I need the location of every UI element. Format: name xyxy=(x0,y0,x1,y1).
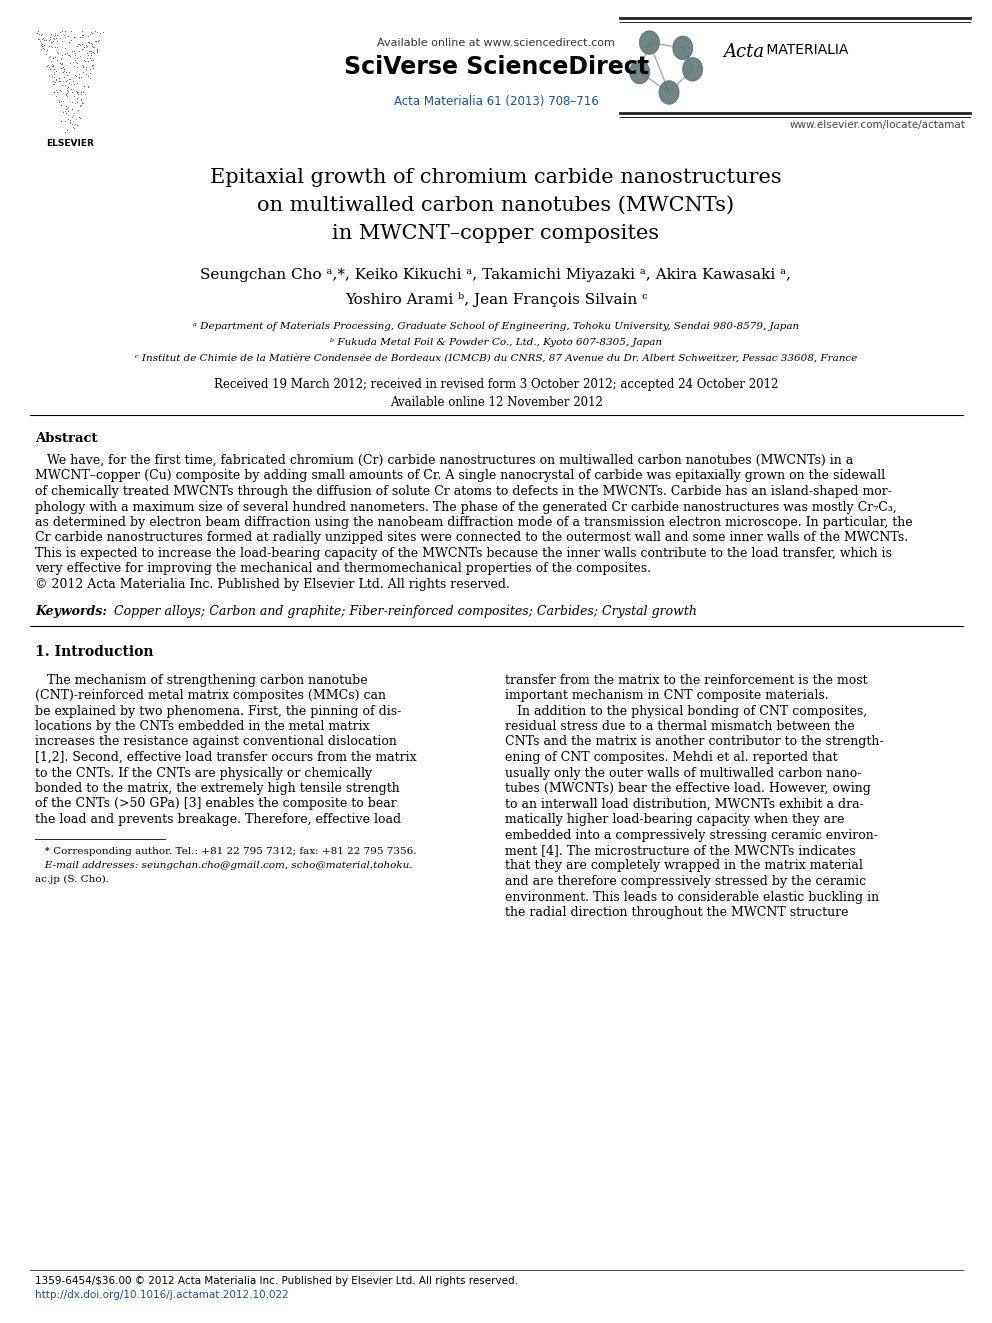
Text: to the CNTs. If the CNTs are physically or chemically: to the CNTs. If the CNTs are physically … xyxy=(35,766,372,779)
Text: ment [4]. The microstructure of the MWCNTs indicates: ment [4]. The microstructure of the MWCN… xyxy=(505,844,856,857)
Text: phology with a maximum size of several hundred nanometers. The phase of the gene: phology with a maximum size of several h… xyxy=(35,500,897,513)
Text: MATERIALIA: MATERIALIA xyxy=(762,44,848,57)
Text: Cr carbide nanostructures formed at radially unzipped sites were connected to th: Cr carbide nanostructures formed at radi… xyxy=(35,532,908,545)
Text: in MWCNT–copper composites: in MWCNT–copper composites xyxy=(332,224,660,243)
Text: Keywords:: Keywords: xyxy=(35,606,107,618)
Text: [1,2]. Second, effective load transfer occurs from the matrix: [1,2]. Second, effective load transfer o… xyxy=(35,751,417,763)
Text: (CNT)-reinforced metal matrix composites (MMCs) can: (CNT)-reinforced metal matrix composites… xyxy=(35,689,386,703)
Text: that they are completely wrapped in the matrix material: that they are completely wrapped in the … xyxy=(505,860,863,872)
Text: environment. This leads to considerable elastic buckling in: environment. This leads to considerable … xyxy=(505,890,879,904)
Text: embedded into a compressively stressing ceramic environ-: embedded into a compressively stressing … xyxy=(505,828,878,841)
Ellipse shape xyxy=(660,81,679,105)
Text: This is expected to increase the load-bearing capacity of the MWCNTs because the: This is expected to increase the load-be… xyxy=(35,546,892,560)
Text: * Corresponding author. Tel.: +81 22 795 7312; fax: +81 22 795 7356.: * Corresponding author. Tel.: +81 22 795… xyxy=(35,847,417,856)
Ellipse shape xyxy=(682,58,702,81)
Text: Yoshiro Arami ᵇ, Jean François Silvain ᶜ: Yoshiro Arami ᵇ, Jean François Silvain ᶜ xyxy=(345,292,647,307)
Text: bonded to the matrix, the extremely high tensile strength: bonded to the matrix, the extremely high… xyxy=(35,782,400,795)
Text: ELSEVIER: ELSEVIER xyxy=(46,139,94,148)
Text: the load and prevents breakage. Therefore, effective load: the load and prevents breakage. Therefor… xyxy=(35,814,401,826)
Text: CNTs and the matrix is another contributor to the strength-: CNTs and the matrix is another contribut… xyxy=(505,736,884,749)
Text: E-mail addresses: seungchan.cho@gmail.com, scho@material.tohoku.: E-mail addresses: seungchan.cho@gmail.co… xyxy=(35,860,413,869)
Text: SciVerse ScienceDirect: SciVerse ScienceDirect xyxy=(343,56,649,79)
Text: important mechanism in CNT composite materials.: important mechanism in CNT composite mat… xyxy=(505,689,828,703)
Text: The mechanism of strengthening carbon nanotube: The mechanism of strengthening carbon na… xyxy=(35,673,368,687)
Text: be explained by two phenomena. First, the pinning of dis-: be explained by two phenomena. First, th… xyxy=(35,705,401,717)
Text: residual stress due to a thermal mismatch between the: residual stress due to a thermal mismatc… xyxy=(505,720,855,733)
Text: tubes (MWCNTs) bear the effective load. However, owing: tubes (MWCNTs) bear the effective load. … xyxy=(505,782,871,795)
Text: ening of CNT composites. Mehdi et al. reported that: ening of CNT composites. Mehdi et al. re… xyxy=(505,751,837,763)
Text: ᵃ Department of Materials Processing, Graduate School of Engineering, Tohoku Uni: ᵃ Department of Materials Processing, Gr… xyxy=(192,321,800,331)
Text: Epitaxial growth of chromium carbide nanostructures: Epitaxial growth of chromium carbide nan… xyxy=(210,168,782,187)
Text: Abstract: Abstract xyxy=(35,433,97,445)
Text: increases the resistance against conventional dislocation: increases the resistance against convent… xyxy=(35,736,397,749)
Text: the radial direction throughout the MWCNT structure: the radial direction throughout the MWCN… xyxy=(505,906,848,919)
Text: Acta Materialia 61 (2013) 708–716: Acta Materialia 61 (2013) 708–716 xyxy=(394,95,598,108)
Text: 1. Introduction: 1. Introduction xyxy=(35,646,154,659)
Text: Acta: Acta xyxy=(723,44,764,61)
Ellipse shape xyxy=(630,61,650,83)
Text: to an interwall load distribution, MWCNTs exhibit a dra-: to an interwall load distribution, MWCNT… xyxy=(505,798,864,811)
Ellipse shape xyxy=(673,36,692,60)
Text: as determined by electron beam diffraction using the nanobeam diffraction mode o: as determined by electron beam diffracti… xyxy=(35,516,913,529)
Text: matically higher load-bearing capacity when they are: matically higher load-bearing capacity w… xyxy=(505,814,844,826)
Text: © 2012 Acta Materialia Inc. Published by Elsevier Ltd. All rights reserved.: © 2012 Acta Materialia Inc. Published by… xyxy=(35,578,510,591)
Text: http://dx.doi.org/10.1016/j.actamat.2012.10.022: http://dx.doi.org/10.1016/j.actamat.2012… xyxy=(35,1290,289,1301)
Text: very effective for improving the mechanical and thermomechanical properties of t: very effective for improving the mechani… xyxy=(35,562,651,576)
Text: Seungchan Cho ᵃ,*, Keiko Kikuchi ᵃ, Takamichi Miyazaki ᵃ, Akira Kawasaki ᵃ,: Seungchan Cho ᵃ,*, Keiko Kikuchi ᵃ, Taka… xyxy=(200,269,792,282)
Text: of the CNTs (>50 GPa) [3] enables the composite to bear: of the CNTs (>50 GPa) [3] enables the co… xyxy=(35,798,397,811)
Text: Available online at www.sciencedirect.com: Available online at www.sciencedirect.co… xyxy=(377,38,615,48)
Text: ᶜ Institut de Chimie de la Matière Condensée de Bordeaux (ICMCB) du CNRS, 87 Ave: ᶜ Institut de Chimie de la Matière Conde… xyxy=(135,355,857,363)
Text: Available online 12 November 2012: Available online 12 November 2012 xyxy=(390,396,602,409)
Text: Copper alloys; Carbon and graphite; Fiber-reinforced composites; Carbides; Cryst: Copper alloys; Carbon and graphite; Fibe… xyxy=(106,606,696,618)
Text: of chemically treated MWCNTs through the diffusion of solute Cr atoms to defects: of chemically treated MWCNTs through the… xyxy=(35,486,892,497)
Text: and are therefore compressively stressed by the ceramic: and are therefore compressively stressed… xyxy=(505,875,866,888)
Text: In addition to the physical bonding of CNT composites,: In addition to the physical bonding of C… xyxy=(505,705,867,717)
Ellipse shape xyxy=(640,30,660,54)
Text: www.elsevier.com/locate/actamat: www.elsevier.com/locate/actamat xyxy=(789,120,965,130)
Text: 1359-6454/$36.00 © 2012 Acta Materialia Inc. Published by Elsevier Ltd. All righ: 1359-6454/$36.00 © 2012 Acta Materialia … xyxy=(35,1275,518,1286)
Text: usually only the outer walls of multiwalled carbon nano-: usually only the outer walls of multiwal… xyxy=(505,766,861,779)
Text: transfer from the matrix to the reinforcement is the most: transfer from the matrix to the reinforc… xyxy=(505,673,868,687)
Text: MWCNT–copper (Cu) composite by adding small amounts of Cr. A single nanocrystal : MWCNT–copper (Cu) composite by adding sm… xyxy=(35,470,885,483)
Text: Received 19 March 2012; received in revised form 3 October 2012; accepted 24 Oct: Received 19 March 2012; received in revi… xyxy=(214,378,778,392)
Text: ᵇ Fukuda Metal Foil & Powder Co., Ltd., Kyoto 607-8305, Japan: ᵇ Fukuda Metal Foil & Powder Co., Ltd., … xyxy=(330,337,662,347)
Text: locations by the CNTs embedded in the metal matrix: locations by the CNTs embedded in the me… xyxy=(35,720,370,733)
Text: We have, for the first time, fabricated chromium (Cr) carbide nanostructures on : We have, for the first time, fabricated … xyxy=(35,454,853,467)
Text: ac.jp (S. Cho).: ac.jp (S. Cho). xyxy=(35,875,109,884)
Text: on multiwalled carbon nanotubes (MWCNTs): on multiwalled carbon nanotubes (MWCNTs) xyxy=(258,196,734,216)
